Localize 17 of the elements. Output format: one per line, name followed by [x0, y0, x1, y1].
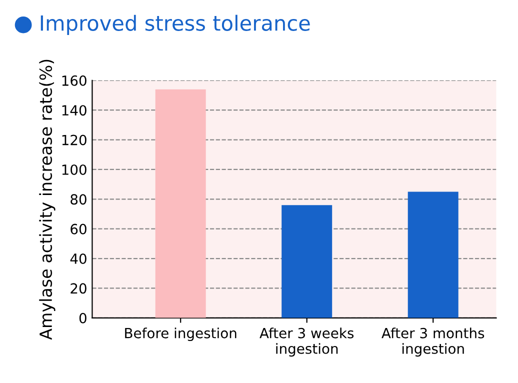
y-axis-title: Amylase activity increase rate(%): [39, 60, 56, 340]
bar: [155, 89, 206, 318]
x-tick-label: After 3 weeks ingestion: [260, 328, 354, 357]
y-tick-label: 60: [70, 224, 86, 234]
y-tick-label: 160: [62, 75, 86, 86]
y-tick-label: 120: [62, 134, 86, 146]
y-tick-label: 140: [62, 105, 86, 116]
chart-title: Improved stress tolerance: [40, 14, 310, 35]
y-tick-label: 100: [62, 164, 86, 175]
y-tick-label: 80: [70, 194, 86, 205]
y-tick-label: 0: [79, 312, 86, 324]
bar: [408, 192, 458, 318]
y-tick-label: 20: [70, 283, 86, 294]
x-tick-label: After 3 months ingestion: [382, 328, 484, 357]
y-tick-label: 40: [70, 253, 86, 264]
bar: [282, 205, 332, 318]
x-tick-label: Before ingestion: [125, 328, 236, 342]
